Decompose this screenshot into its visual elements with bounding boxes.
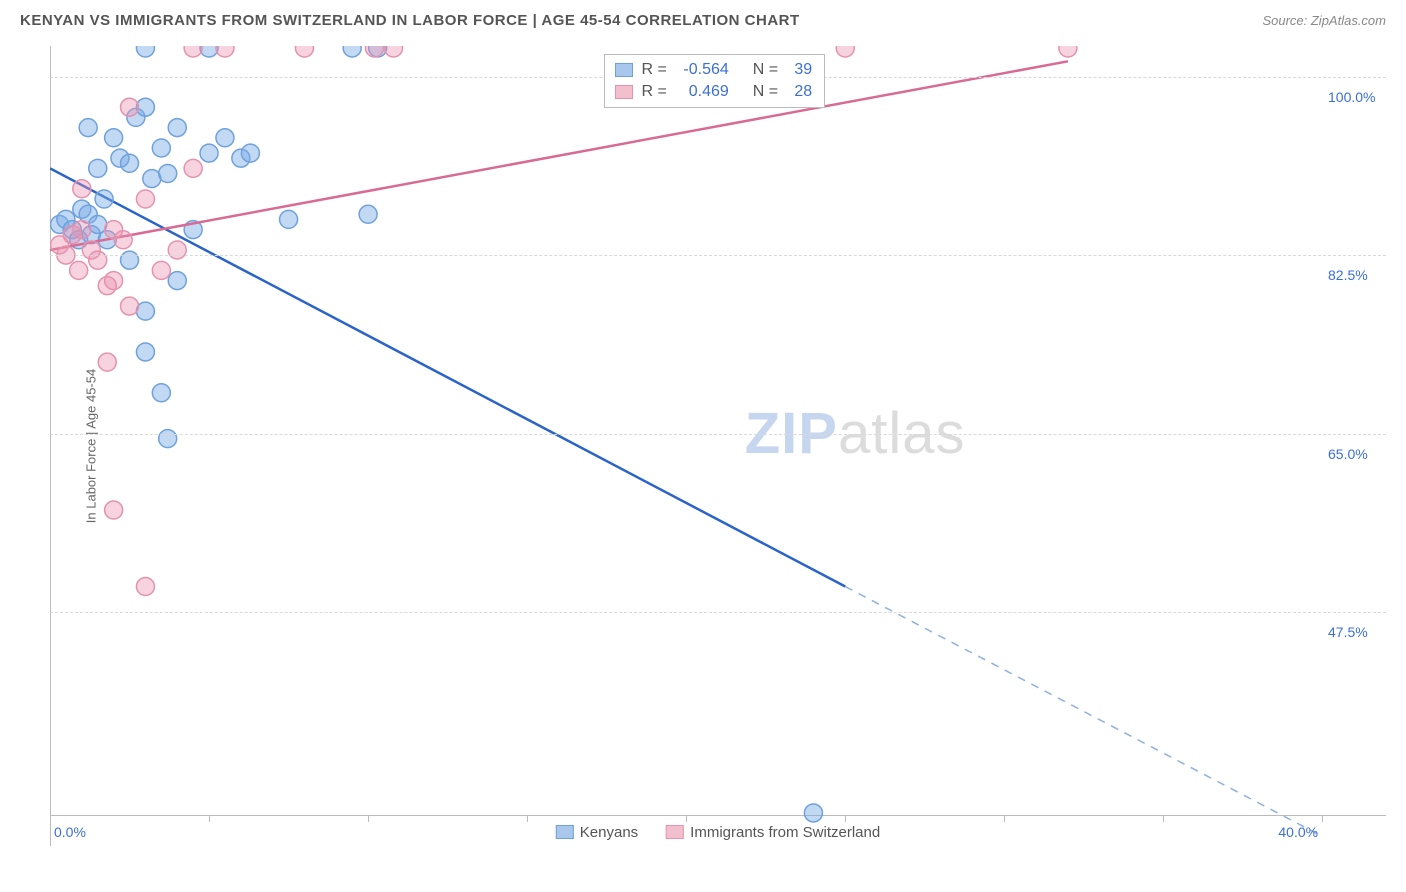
chart-title: KENYAN VS IMMIGRANTS FROM SWITZERLAND IN… [20,12,800,29]
legend-item-swiss: Immigrants from Switzerland [666,824,880,841]
scatter-point [121,251,139,269]
chart-svg [50,46,1386,846]
scatter-point [79,119,97,137]
x-tick-label: 0.0% [54,824,86,840]
scatter-point [121,154,139,172]
scatter-point [241,144,259,162]
scatter-point [136,343,154,361]
scatter-point [1059,46,1077,57]
x-tick [686,816,687,822]
scatter-point [152,261,170,279]
scatter-point [105,129,123,147]
scatter-point [184,159,202,177]
chart-source: Source: ZipAtlas.com [1262,13,1386,28]
scatter-point [295,46,313,57]
n-label: N = [753,59,778,81]
scatter-point [385,46,403,57]
x-tick [1004,816,1005,822]
legend-item-kenyans: Kenyans [556,824,638,841]
swatch-kenyans-2 [556,825,574,839]
scatter-point [280,210,298,228]
source-name: ZipAtlas.com [1311,13,1386,28]
regression-line [50,168,845,586]
x-tick [527,816,528,822]
scatter-point [359,205,377,223]
series-legend: Kenyans Immigrants from Switzerland [556,824,880,841]
y-tick-label: 65.0% [1328,446,1368,462]
scatter-point [216,129,234,147]
scatter-point [136,46,154,57]
r-value-swiss: 0.469 [675,81,729,103]
regression-line-dashed [845,587,1322,837]
scatter-point [343,46,361,57]
scatter-point [159,164,177,182]
scatter-point [168,272,186,290]
x-tick-label: 40.0% [1278,824,1318,840]
legend-label-swiss: Immigrants from Switzerland [690,824,880,841]
r-value-kenyans: -0.564 [675,59,729,81]
scatter-point [105,501,123,519]
swatch-kenyans [615,63,633,77]
x-tick [50,816,51,822]
scatter-point [152,139,170,157]
gridline-h [50,612,1386,613]
scatter-point [184,46,202,57]
scatter-point [365,46,383,57]
scatter-point [804,804,822,822]
scatter-point [70,261,88,279]
scatter-point [136,578,154,596]
chart-area: In Labor Force | Age 45-54 R = -0.564 N … [50,46,1386,846]
r-label-2: R = [641,81,666,103]
legend-label-kenyans: Kenyans [580,824,638,841]
x-tick [368,816,369,822]
scatter-point [89,159,107,177]
scatter-point [136,190,154,208]
x-tick [1322,816,1323,822]
source-prefix: Source: [1262,13,1310,28]
scatter-point [73,180,91,198]
scatter-point [836,46,854,57]
swatch-swiss-2 [666,825,684,839]
scatter-point [89,251,107,269]
y-tick-label: 100.0% [1328,89,1375,105]
r-label: R = [641,59,666,81]
swatch-swiss [615,85,633,99]
y-tick-label: 82.5% [1328,267,1368,283]
correlation-legend: R = -0.564 N = 39 R = 0.469 N = 28 [604,54,825,108]
y-tick-label: 47.5% [1328,624,1368,640]
scatter-point [159,430,177,448]
n-value-kenyans: 39 [786,59,812,81]
scatter-point [168,119,186,137]
x-tick [845,816,846,822]
legend-row-swiss: R = 0.469 N = 28 [615,81,812,103]
scatter-point [200,144,218,162]
scatter-point [121,297,139,315]
scatter-point [105,272,123,290]
legend-row-kenyans: R = -0.564 N = 39 [615,59,812,81]
scatter-point [98,353,116,371]
scatter-point [95,190,113,208]
n-label-2: N = [753,81,778,103]
scatter-point [216,46,234,57]
gridline-h [50,434,1386,435]
scatter-point [121,98,139,116]
x-tick [1163,816,1164,822]
scatter-point [168,241,186,259]
scatter-point [114,231,132,249]
scatter-point [73,221,91,239]
n-value-swiss: 28 [786,81,812,103]
x-tick [209,816,210,822]
scatter-point [152,384,170,402]
chart-header: KENYAN VS IMMIGRANTS FROM SWITZERLAND IN… [0,0,1406,37]
gridline-h [50,255,1386,256]
